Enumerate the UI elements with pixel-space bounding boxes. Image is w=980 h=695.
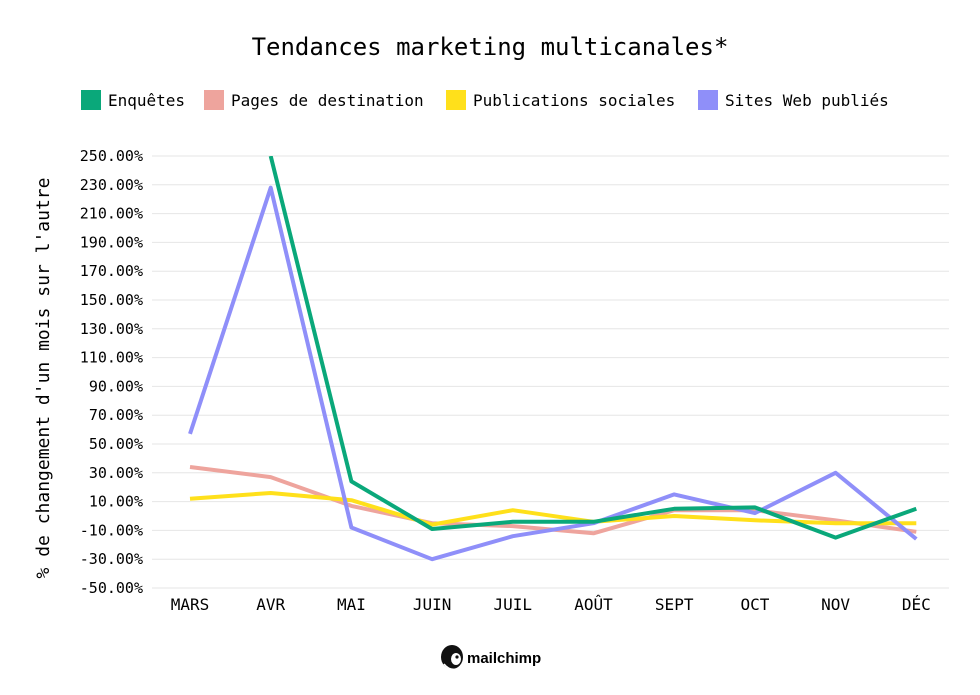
x-tick-label: SEPT xyxy=(655,595,694,614)
x-tick-label: JUIN xyxy=(413,595,452,614)
y-axis: 250.00% 230.00% 210.00% 190.00% 170.00% 150.0… xyxy=(80,147,143,597)
y-tick-label: 130.00% xyxy=(80,320,143,338)
x-tick-label: MAI xyxy=(337,595,366,614)
chart-title: Tendances marketing multicanales* xyxy=(252,33,729,61)
y-tick-label: 10.00% xyxy=(89,493,143,511)
y-tick-label: 110.00% xyxy=(80,349,143,367)
y-tick-label: 250.00% xyxy=(80,147,143,165)
x-tick-label: DÉC xyxy=(902,595,931,614)
y-tick-label: -50.00% xyxy=(80,579,143,597)
y-tick-label: 30.00% xyxy=(89,464,143,482)
y-tick-label: 190.00% xyxy=(80,233,143,251)
legend-swatch xyxy=(446,90,466,110)
legend: Enquêtes Pages de destination Publications… xyxy=(81,90,889,110)
freddie-icon xyxy=(441,645,463,671)
y-tick-label: 50.00% xyxy=(89,435,143,453)
legend-label: Enquêtes xyxy=(108,91,185,110)
brand-name: mailchimp xyxy=(467,650,541,667)
legend-label: Publications sociales xyxy=(473,91,675,110)
legend-label: Pages de destination xyxy=(231,91,424,110)
y-tick-label: 70.00% xyxy=(89,406,143,424)
series-line-3 xyxy=(188,185,918,562)
x-tick-label: AVR xyxy=(256,595,285,614)
brand-logo: mailchimp xyxy=(441,645,541,671)
plot-area xyxy=(188,156,918,562)
x-tick-label: AOÛT xyxy=(574,595,613,614)
y-tick-label: -10.00% xyxy=(80,521,143,539)
legend-swatch xyxy=(81,90,101,110)
y-axis-label: % de changement d'un mois sur l'autre xyxy=(33,178,54,579)
legend-swatch xyxy=(204,90,224,110)
series-line-0 xyxy=(268,156,917,540)
x-tick-label: JUIL xyxy=(494,595,533,614)
legend-label: Sites Web publiés xyxy=(725,91,889,110)
x-tick-label: NOV xyxy=(821,595,850,614)
y-tick-label: 150.00% xyxy=(80,291,143,309)
y-tick-label: 210.00% xyxy=(80,205,143,223)
y-tick-label: 170.00% xyxy=(80,262,143,280)
x-axis: MARS AVR MAI JUIN JUIL AOÛT SEPT OCT NOV DÉC xyxy=(171,595,931,614)
y-tick-label: 230.00% xyxy=(80,176,143,194)
x-tick-label: OCT xyxy=(740,595,769,614)
y-tick-label: 90.00% xyxy=(89,377,143,395)
x-tick-label: MARS xyxy=(171,595,210,614)
y-tick-label: -30.00% xyxy=(80,550,143,568)
legend-swatch xyxy=(698,90,718,110)
